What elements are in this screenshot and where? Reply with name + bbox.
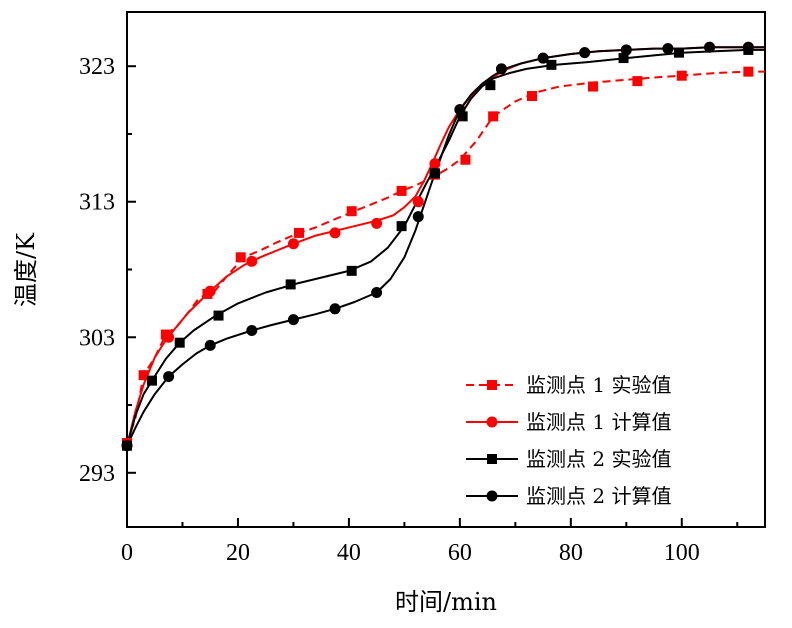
data-point-4 [246, 324, 258, 336]
axis-ticks: 0 20 40 60 80 100 293 303 313 323 [79, 54, 739, 566]
data-point-4 [662, 43, 674, 55]
series-line-3 [126, 48, 765, 446]
data-point-2 [287, 238, 299, 250]
y-axis-title: 温度/K [12, 232, 40, 307]
data-point-1 [588, 81, 599, 92]
data-point-3 [174, 337, 185, 348]
data-point-1 [676, 70, 687, 81]
data-point-1 [460, 154, 471, 165]
legend-marker-3 [487, 454, 497, 464]
data-point-1 [743, 66, 754, 77]
data-point-4 [454, 104, 466, 116]
data-point-3 [618, 53, 629, 64]
data-point-4 [742, 41, 754, 53]
data-point-1 [293, 227, 304, 238]
data-point-4 [121, 440, 133, 452]
y-tick-label: 323 [79, 54, 115, 80]
legend-label-3: 监测点 2 实验值 [526, 447, 671, 471]
data-point-3 [213, 310, 224, 321]
x-tick-label: 40 [337, 540, 361, 566]
data-point-3 [674, 47, 685, 58]
x-axis-title: 时间/min [395, 588, 497, 616]
data-point-4 [429, 167, 441, 179]
data-point-3 [485, 80, 496, 91]
x-tick-label: 0 [121, 540, 133, 566]
data-point-1 [632, 76, 643, 87]
data-point-3 [346, 265, 357, 276]
y-tick-label: 303 [79, 325, 115, 351]
data-point-1 [235, 252, 246, 263]
data-point-4 [579, 47, 591, 59]
data-point-4 [620, 44, 632, 56]
x-tick-label: 100 [664, 540, 700, 566]
x-tick-label: 60 [448, 540, 472, 566]
y-tick-label: 293 [79, 461, 115, 487]
data-point-1 [396, 185, 407, 196]
data-point-2 [204, 285, 216, 297]
legend-marker-1 [487, 380, 497, 390]
data-point-2 [329, 227, 341, 239]
x-tick-label: 20 [226, 540, 250, 566]
data-point-1 [526, 91, 537, 102]
data-point-4 [204, 339, 216, 351]
x-tick-label: 80 [559, 540, 583, 566]
data-point-2 [163, 331, 175, 343]
data-point-4 [412, 211, 424, 223]
data-point-1 [346, 206, 357, 217]
data-point-4 [329, 303, 341, 315]
data-point-2 [429, 158, 441, 170]
series-markers [121, 41, 754, 452]
data-point-3 [146, 375, 157, 386]
legend-label-2: 监测点 1 计算值 [526, 410, 671, 434]
data-point-3 [285, 279, 296, 290]
data-point-2 [246, 255, 258, 267]
legend-marker-4 [486, 490, 498, 502]
data-point-4 [537, 52, 549, 64]
data-point-3 [546, 59, 557, 70]
data-point-2 [371, 217, 383, 229]
data-point-3 [396, 221, 407, 232]
data-point-4 [704, 41, 716, 53]
data-point-4 [287, 314, 299, 326]
legend-label-1: 监测点 1 实验值 [526, 373, 671, 397]
data-point-1 [488, 111, 499, 122]
data-point-4 [371, 287, 383, 299]
data-point-3 [457, 111, 468, 122]
data-point-2 [412, 196, 424, 208]
y-tick-label: 313 [79, 190, 115, 216]
data-point-1 [138, 370, 149, 381]
data-point-4 [495, 63, 507, 75]
data-point-4 [163, 371, 175, 383]
legend-marker-2 [486, 416, 498, 428]
legend-label-4: 监测点 2 计算值 [526, 484, 671, 508]
